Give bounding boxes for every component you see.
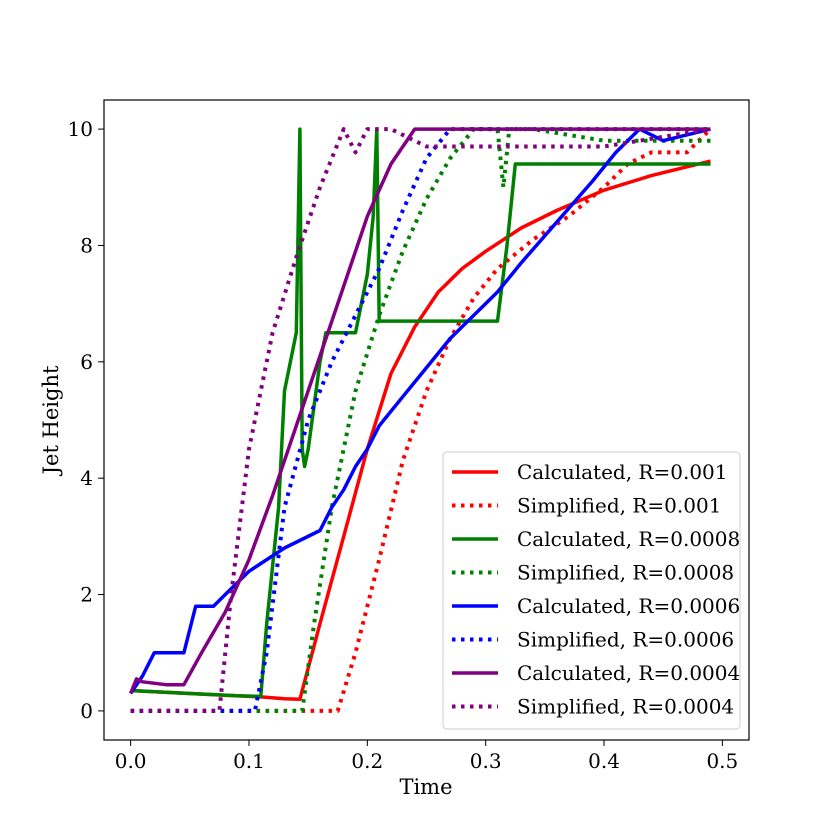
y-axis-label: Jet Height <box>39 365 63 476</box>
x-tick-label: 0.2 <box>351 749 383 773</box>
x-tick-label: 0.3 <box>470 749 502 773</box>
x-tick-label: 0.5 <box>706 749 738 773</box>
legend-label: Simplified, R=0.0008 <box>517 561 734 585</box>
y-axis: 0 2 4 6 8 10 <box>68 117 104 723</box>
x-axis-label: Time <box>399 775 452 799</box>
legend-label: Calculated, R=0.0004 <box>517 661 740 685</box>
legend-label: Calculated, R=0.001 <box>517 460 728 484</box>
legend-label: Simplified, R=0.0006 <box>517 628 734 652</box>
legend-frame <box>442 451 741 730</box>
legend-label: Calculated, R=0.0006 <box>517 594 740 618</box>
y-tick-label: 8 <box>80 233 93 257</box>
y-tick-label: 4 <box>80 466 93 490</box>
plot-frame <box>103 99 750 741</box>
x-tick-label: 0.0 <box>115 749 147 773</box>
series-line-7 <box>128 127 711 695</box>
y-tick-label: 0 <box>80 699 93 723</box>
legend-label: Calculated, R=0.0008 <box>517 527 740 551</box>
legend-label: Simplified, R=0.0004 <box>517 695 734 719</box>
series-line-5 <box>129 127 711 695</box>
y-tick-label: 2 <box>80 583 93 607</box>
x-tick-label: 0.4 <box>588 749 620 773</box>
y-tick-label: 6 <box>80 350 93 374</box>
legend-label: Simplified, R=0.001 <box>517 494 721 518</box>
x-tick-label: 0.1 <box>233 749 265 773</box>
series-line-6 <box>130 127 711 713</box>
y-tick-label: 10 <box>68 117 93 141</box>
x-axis: 0.0 0.1 0.2 0.3 0.4 0.5 <box>115 740 738 773</box>
series-line-2 <box>130 127 712 713</box>
legend: Calculated, R=0.001 Simplified, R=0.001 Ca… <box>442 451 741 730</box>
series-line-8 <box>130 127 711 713</box>
series-layer <box>128 127 712 713</box>
